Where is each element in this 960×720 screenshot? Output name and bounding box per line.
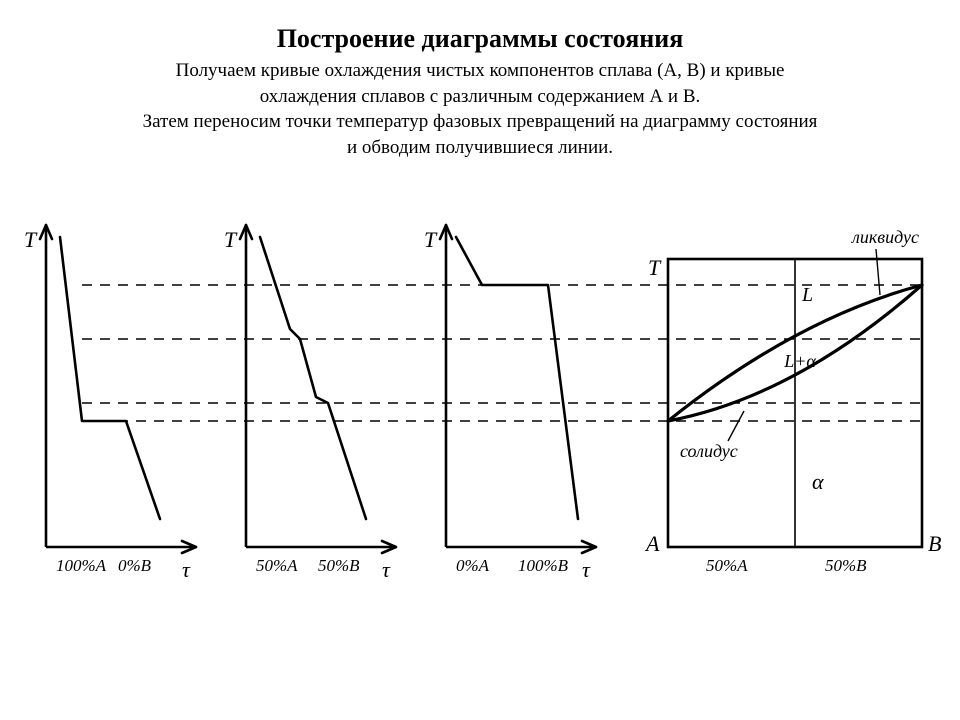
page-title: Построение диаграммы состояния (0, 24, 960, 54)
axis-label-T-2: T (424, 227, 438, 252)
phase-label-L: L (801, 284, 813, 306)
phase-label-L-alpha: L+α (783, 351, 816, 371)
leader-solidus (728, 411, 744, 441)
cooling-curve-0 (60, 237, 160, 519)
phase-corner-B: B (928, 531, 941, 556)
axis-label-tau-0: τ (182, 557, 191, 582)
phase-corner-A: A (644, 531, 660, 556)
xtick-b-0: 0%B (118, 556, 152, 575)
axis-label-T-0: T (24, 227, 38, 252)
axis-label-T-1: T (224, 227, 238, 252)
leader-liquidus (876, 249, 880, 295)
xtick-b-1: 50%B (318, 556, 360, 575)
desc-line-1: Получаем кривые охлаждения чистых компон… (50, 58, 910, 84)
xtick-a-0: 100%A (56, 556, 107, 575)
diagram-figure: Tτ 100%A 0%B Tτ 50%A 50%B Tτ 0%A 100%B T A B L L+α α ли… (0, 189, 960, 629)
xtick-a-2: 0%A (456, 556, 490, 575)
cooling-curve-1 (260, 237, 366, 519)
desc-line-3: Затем переносим точки температур фазовых… (50, 109, 910, 135)
phase-axis-T: T (648, 255, 662, 280)
phase-label-alpha: α (812, 469, 824, 494)
xtick-b-2: 100%B (518, 556, 569, 575)
axis-label-tau-1: τ (382, 557, 391, 582)
phase-annot-solidus: солидус (680, 441, 738, 461)
phase-xtick-b: 50%B (825, 556, 867, 575)
phase-xtick-a: 50%A (706, 556, 748, 575)
desc-line-2: охлаждения сплавов с различным содержани… (50, 84, 910, 110)
cooling-curve-2 (456, 237, 578, 519)
axis-label-tau-2: τ (582, 557, 591, 582)
xtick-a-1: 50%A (256, 556, 298, 575)
phase-annot-liquidus: ликвидус (851, 227, 919, 247)
desc-line-4: и обводим получившиеся линии. (50, 135, 910, 161)
